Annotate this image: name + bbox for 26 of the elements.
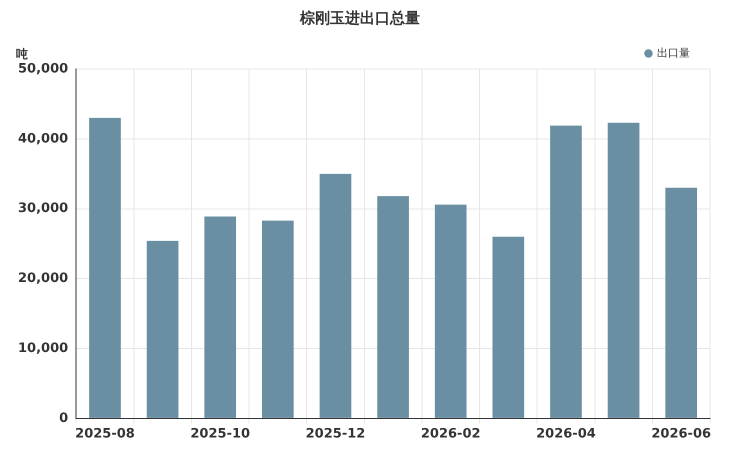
y-tick-label: 20,000: [18, 271, 68, 286]
y-tick-label: 30,000: [18, 201, 68, 216]
bar: [665, 188, 698, 418]
bar: [492, 236, 524, 418]
y-axis-title: 吨: [16, 47, 28, 62]
x-tick-label: 2025-10: [190, 426, 250, 442]
bar: [550, 126, 582, 418]
bar: [89, 118, 121, 418]
legend-label: 出口量: [657, 46, 690, 60]
x-tick-label: 2026-06: [651, 426, 712, 442]
bar: [608, 122, 640, 418]
y-tick-label: 10,000: [18, 340, 68, 356]
bar: [146, 240, 178, 418]
y-tick-label: 50,000: [18, 61, 68, 76]
x-tick-label: 2025-12: [306, 426, 366, 442]
bar: [262, 220, 294, 418]
y-tick-label: 0: [59, 410, 68, 426]
x-tick-label: 2025-08: [75, 426, 135, 442]
chart-title: 棕刚玉进出口总量: [299, 8, 420, 27]
bar: [204, 216, 236, 418]
x-tick-label: 2026-04: [536, 426, 596, 442]
bar: [434, 204, 467, 418]
bar: [320, 174, 352, 418]
y-tick-label: 40,000: [18, 131, 68, 146]
x-tick-label: 2026-02: [420, 426, 481, 442]
bar: [377, 196, 409, 418]
